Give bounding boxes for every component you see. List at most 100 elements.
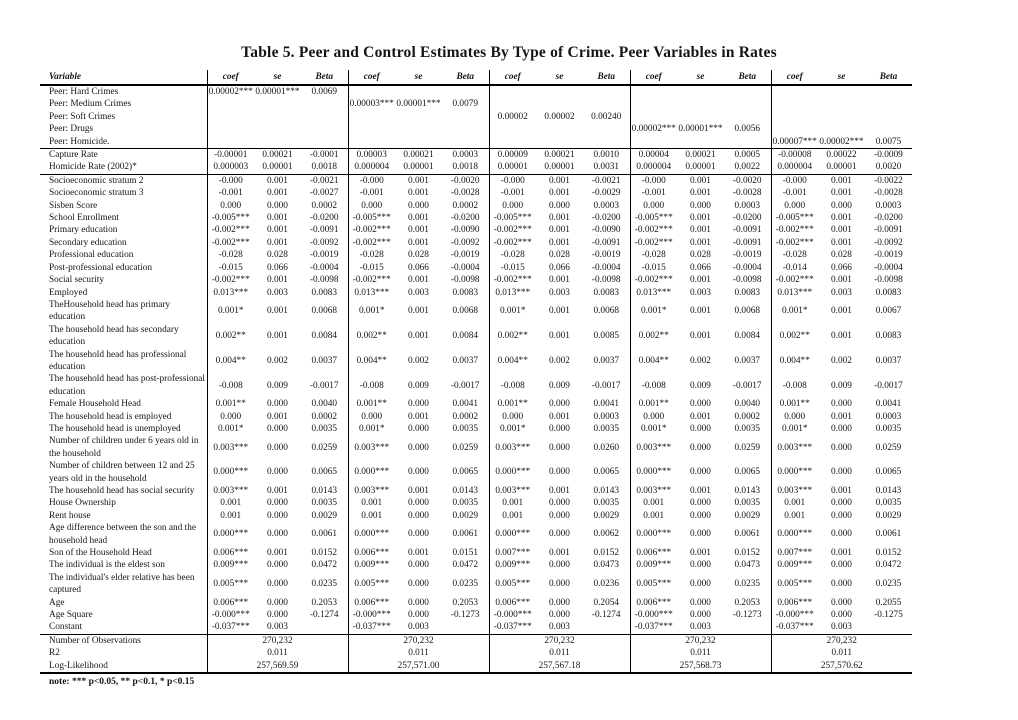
estimate-cell: 0.000	[549, 510, 570, 521]
estimate-cell: 0.00009	[488, 148, 536, 162]
row-label: Socioeconomic stratum 2	[49, 175, 144, 186]
table-row: Peer: Soft Crimes 0.00002 0.00002 0.00240	[40, 110, 912, 124]
estimate-cell: 0.001	[267, 486, 288, 496]
estimate-cell: 0.001	[831, 237, 852, 248]
estimate-cell: 0.007***	[488, 547, 536, 560]
estimate-cell: 0.00003***	[347, 98, 395, 111]
estimate-cell: 0.000***	[770, 460, 818, 485]
estimate-cell: 0.0035	[734, 498, 761, 509]
estimate-cell: 0.000	[408, 510, 429, 521]
estimate-cell: 0.000	[267, 467, 288, 478]
table-row: Capture Rate -0.00001 0.00021 -0.0001 0.0000…	[40, 148, 912, 162]
estimate-cell: 0.0235	[452, 579, 479, 590]
column-header-beta-group2: Beta	[456, 71, 475, 82]
estimate-cell: 0.006***	[347, 547, 395, 560]
estimate-cell: 0.000	[690, 442, 711, 453]
estimate-cell	[818, 98, 865, 110]
estimate-cell: 0.0010	[593, 150, 620, 161]
estimate-cell: 0.0061	[734, 529, 761, 540]
estimate-cell: 0.009***	[629, 559, 677, 572]
estimate-cell: 0.000	[347, 199, 395, 213]
estimate-cell: -0.028	[347, 249, 395, 262]
estimate-cell: -0.0091	[732, 225, 762, 236]
estimate-cell: 0.000	[831, 467, 852, 478]
row-label: Secondary education	[49, 237, 127, 248]
estimate-cell: 0.000	[408, 498, 429, 509]
estimate-cell: 0.00021	[685, 150, 716, 161]
estimate-cell: 0.009	[690, 380, 711, 391]
estimate-cell: 0.001	[690, 237, 711, 248]
estimate-cell: 0.0029	[311, 510, 338, 521]
estimate-cell: 0.001	[549, 306, 570, 317]
estimate-cell: 0.003***	[770, 485, 818, 498]
estimate-cell: -0.0001	[309, 150, 339, 161]
estimate-cell: 0.0002	[311, 411, 338, 422]
row-label: Professional education	[49, 250, 134, 261]
estimate-cell: -0.0091	[591, 237, 621, 248]
estimate-cell: 0.000	[549, 399, 570, 410]
estimate-cell: -0.0090	[450, 225, 480, 236]
estimate-cell	[677, 98, 724, 110]
estimate-cell: 0.0037	[311, 355, 338, 366]
estimate-cell: 0.001	[831, 175, 852, 186]
estimate-cell: -0.002***	[629, 236, 677, 250]
estimate-cell: 0.0472	[875, 560, 902, 571]
table-row: Employed 0.013*** 0.003 0.0083 0.013*** 0.003…	[40, 286, 912, 299]
estimate-cell	[488, 85, 536, 99]
estimate-cell: 0.001*	[770, 422, 818, 436]
table-row: Peer: Homicide. 0.00007*** 0.00002*** 0.007…	[40, 135, 912, 149]
estimate-cell: 0.0068	[734, 306, 761, 317]
estimate-cell: 0.003	[267, 622, 288, 633]
estimate-cell: 0.0084	[734, 330, 761, 341]
estimate-cell: 0.0259	[875, 442, 902, 453]
estimate-cell: 0.009***	[488, 559, 536, 572]
estimate-cell: 0.0075	[875, 136, 902, 147]
estimate-cell: 0.00001***	[678, 124, 723, 135]
table-row: The household head has secondary educati…	[40, 323, 912, 349]
estimate-cell: 0.000	[831, 442, 852, 453]
estimate-cell: 0.005***	[488, 571, 536, 597]
column-header-se-group2: se	[414, 71, 423, 82]
estimate-cell	[818, 85, 865, 98]
estimate-cell	[442, 111, 489, 123]
estimate-cell	[347, 123, 395, 136]
estimate-cell: -0.002***	[206, 224, 254, 237]
estimate-cell: -0.002***	[629, 274, 677, 287]
estimate-cell: 0.002**	[206, 323, 254, 349]
summary-value: 257,567.18	[488, 659, 630, 674]
estimate-cell: 0.001	[831, 213, 852, 224]
estimate-cell	[583, 123, 630, 135]
estimate-cell: 0.013***	[488, 286, 536, 299]
estimate-cell: 0.003***	[347, 485, 395, 498]
estimate-cell: -0.005***	[206, 212, 254, 225]
estimate-cell: -0.015	[206, 261, 254, 275]
column-header-beta-group3: Beta	[597, 71, 616, 82]
row-label: Son of the Household Head	[49, 548, 152, 559]
estimates-table: Variable coef se Beta coef se Beta coef se Beta c…	[40, 70, 912, 674]
estimate-cell: 0.0235	[875, 579, 902, 590]
estimate-cell: 0.000004	[770, 161, 818, 175]
estimate-cell: 0.0473	[734, 560, 761, 571]
estimate-cell: 0.00004	[629, 148, 677, 162]
estimate-cell: 0.003***	[488, 435, 536, 461]
estimate-cell: 0.0084	[452, 330, 479, 341]
estimate-cell: 0.000***	[206, 522, 254, 548]
estimate-cell: 0.001	[549, 330, 570, 341]
estimate-cell: 0.006***	[770, 596, 818, 610]
estimate-cell: 0.003	[267, 287, 288, 298]
estimate-cell: 0.0035	[593, 498, 620, 509]
estimate-cell: 0.000	[690, 498, 711, 509]
estimate-cell: 0.009***	[770, 559, 818, 572]
estimate-cell: 0.001	[488, 497, 536, 510]
estimate-cell: 0.001	[488, 509, 536, 523]
estimate-cell: 0.0152	[593, 548, 620, 559]
estimate-cell: 0.000	[690, 597, 711, 608]
estimate-cell: 0.002**	[347, 323, 395, 349]
column-header-coef-group3: coef	[488, 70, 536, 85]
estimate-cell: 0.000	[267, 510, 288, 521]
estimate-cell: 0.001	[267, 330, 288, 341]
estimate-cell: 0.000	[267, 423, 288, 434]
estimate-cell: -0.000***	[629, 609, 677, 622]
estimate-cell: 0.001	[770, 497, 818, 510]
estimate-cell: 0.001	[831, 411, 852, 422]
